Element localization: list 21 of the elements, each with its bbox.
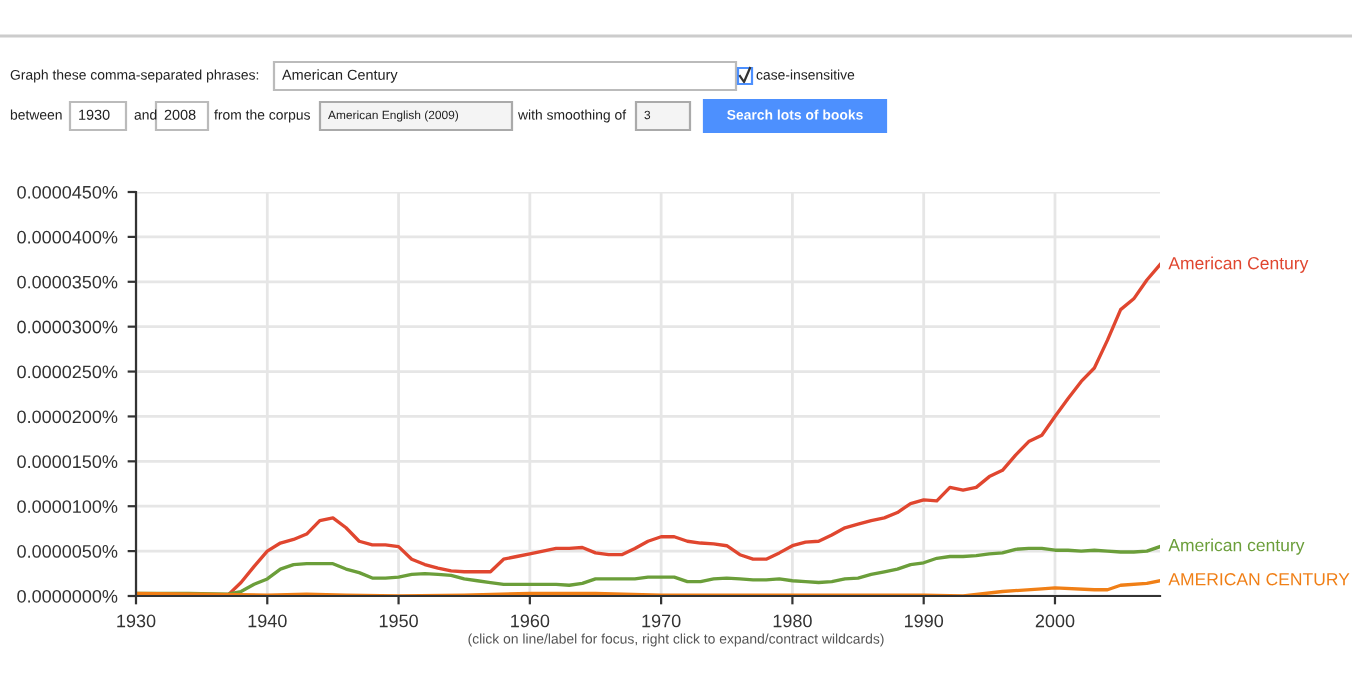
x-tick-label: 1960 <box>511 614 550 628</box>
y-tick-label: 0.0000250% <box>17 365 118 379</box>
y-tick-label: 0.0000000% <box>17 589 118 603</box>
series-label: AMERICAN CENTURY <box>1168 573 1350 586</box>
series-label: American century <box>1168 538 1305 555</box>
x-tick-label: 1940 <box>248 614 287 628</box>
y-tick-label: 0.0000200% <box>17 410 118 424</box>
series-label: American Century <box>1168 256 1309 273</box>
x-tick-label: 1980 <box>773 614 812 628</box>
x-tick-label: 2000 <box>1035 614 1075 628</box>
y-tick-label: 0.0000300% <box>17 320 118 334</box>
x-tick-label: 1970 <box>642 614 681 628</box>
x-tick-label: 1950 <box>379 614 418 628</box>
y-tick-label: 0.0000400% <box>17 230 118 244</box>
x-tick-label: 1930 <box>117 614 156 628</box>
y-tick-label: 0.0000450% <box>17 185 118 199</box>
y-tick-label: 0.0000150% <box>17 455 118 469</box>
x-tick-label: 1990 <box>904 614 944 628</box>
y-tick-label: 0.0000350% <box>17 275 118 289</box>
y-tick-label: 0.0000050% <box>17 545 118 558</box>
y-tick-label: 0.0000100% <box>17 500 118 513</box>
